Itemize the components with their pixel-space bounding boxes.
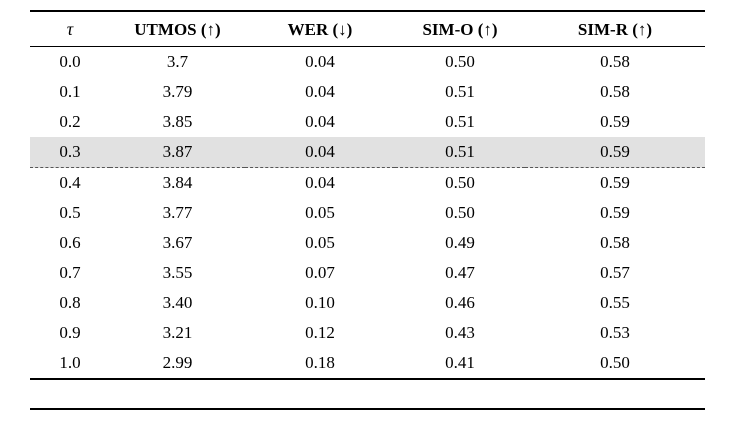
table-cell: 0.4 [59, 173, 81, 192]
table-cell: 0.58 [600, 233, 630, 252]
table-cell: 0.50 [600, 353, 630, 372]
table-body: 0.0 3.7 0.04 0.50 0.58 0.1 3.79 0.04 0.51 0.58 0.2… [30, 47, 705, 380]
table-cell: 0.49 [445, 233, 475, 252]
table-cell: 0.58 [600, 82, 630, 101]
table-cell: 0.59 [600, 203, 630, 222]
table-cell: 0.51 [445, 82, 475, 101]
table-cell: 0.46 [445, 293, 475, 312]
table-cell: 0.04 [305, 52, 335, 71]
table-cell: 0.04 [305, 173, 335, 192]
table-cell: 0.50 [445, 52, 475, 71]
table-cell: 0.10 [305, 293, 335, 312]
table-cell: 3.77 [162, 203, 193, 222]
table-cell: 0.8 [59, 293, 81, 312]
column-header: SIM-O (↑) [395, 11, 525, 47]
table-cell: 0.51 [395, 137, 525, 168]
table-cell: 0.7 [59, 263, 81, 282]
table-cell: 0.53 [600, 323, 630, 342]
results-table: τ UTMOS (↑) WER (↓) SIM-O (↑) SIM-R (↑) 0.0 3… [30, 10, 705, 380]
table-row: 0.0 3.7 0.04 0.50 0.58 [30, 47, 705, 78]
table-cell: 0.04 [305, 82, 335, 101]
results-table-wrap: τ UTMOS (↑) WER (↓) SIM-O (↑) SIM-R (↑) 0.0 3… [30, 10, 705, 380]
table-cell: 0.50 [445, 203, 475, 222]
table-cell: 0.59 [600, 112, 630, 131]
table-row: 0.5 3.77 0.05 0.50 0.59 [30, 198, 705, 228]
table-cell: 0.12 [305, 323, 335, 342]
table-cell: 1.0 [59, 353, 81, 372]
table-cell: 0.57 [600, 263, 630, 282]
table-cell: 0.50 [445, 173, 475, 192]
table-cell: 0.55 [600, 293, 630, 312]
column-header: UTMOS (↑) [110, 11, 245, 47]
table-cell: 0.9 [59, 323, 81, 342]
table-cell: 0.05 [305, 203, 335, 222]
table-row: 0.2 3.85 0.04 0.51 0.59 [30, 107, 705, 137]
table-row: 0.8 3.40 0.10 0.46 0.55 [30, 288, 705, 318]
table-row: 1.0 2.99 0.18 0.41 0.50 [30, 348, 705, 379]
table-cell: 0.04 [305, 112, 335, 131]
column-header: τ [30, 11, 110, 47]
table-cell: 3.40 [162, 293, 193, 312]
table-cell: 0.3 [30, 137, 110, 168]
table-row: 0.4 3.84 0.04 0.50 0.59 [30, 168, 705, 199]
table-cell: 0.0 [59, 52, 81, 71]
table-row: 0.1 3.79 0.04 0.51 0.58 [30, 77, 705, 107]
table-cell: 0.1 [59, 82, 81, 101]
table-cell: 0.2 [59, 112, 81, 131]
table-row: 0.6 3.67 0.05 0.49 0.58 [30, 228, 705, 258]
table-cell: 0.04 [245, 137, 395, 168]
table-cell: 3.85 [162, 112, 193, 131]
table-cell: 0.59 [600, 173, 630, 192]
table-cell: 3.84 [162, 173, 193, 192]
table-row-highlighted: 0.3 3.87 0.04 0.51 0.59 [30, 137, 705, 168]
bottom-separator-rule [30, 408, 705, 410]
table-cell: 3.87 [110, 137, 245, 168]
column-header: SIM-R (↑) [525, 11, 705, 47]
table-cell: 0.07 [305, 263, 335, 282]
table-cell: 0.43 [445, 323, 475, 342]
table-cell: 0.18 [305, 353, 335, 372]
table-cell: 0.6 [59, 233, 81, 252]
header-row: τ UTMOS (↑) WER (↓) SIM-O (↑) SIM-R (↑) [30, 11, 705, 47]
table-cell: 2.99 [162, 353, 193, 372]
table-cell: 3.7 [166, 52, 189, 71]
table-cell: 0.47 [445, 263, 475, 282]
table-cell: 3.67 [162, 233, 193, 252]
table-cell: 0.59 [525, 137, 705, 168]
table-cell: 0.51 [445, 112, 475, 131]
table-cell: 3.21 [162, 323, 193, 342]
table-cell: 0.05 [305, 233, 335, 252]
table-cell: 0.58 [600, 52, 630, 71]
table-cell: 3.55 [162, 263, 193, 282]
table-cell: 0.5 [59, 203, 81, 222]
table-row: 0.9 3.21 0.12 0.43 0.53 [30, 318, 705, 348]
table-cell: 0.41 [445, 353, 475, 372]
table-header: τ UTMOS (↑) WER (↓) SIM-O (↑) SIM-R (↑) [30, 11, 705, 47]
column-header: WER (↓) [245, 11, 395, 47]
table-cell: 3.79 [162, 82, 193, 101]
table-row: 0.7 3.55 0.07 0.47 0.57 [30, 258, 705, 288]
